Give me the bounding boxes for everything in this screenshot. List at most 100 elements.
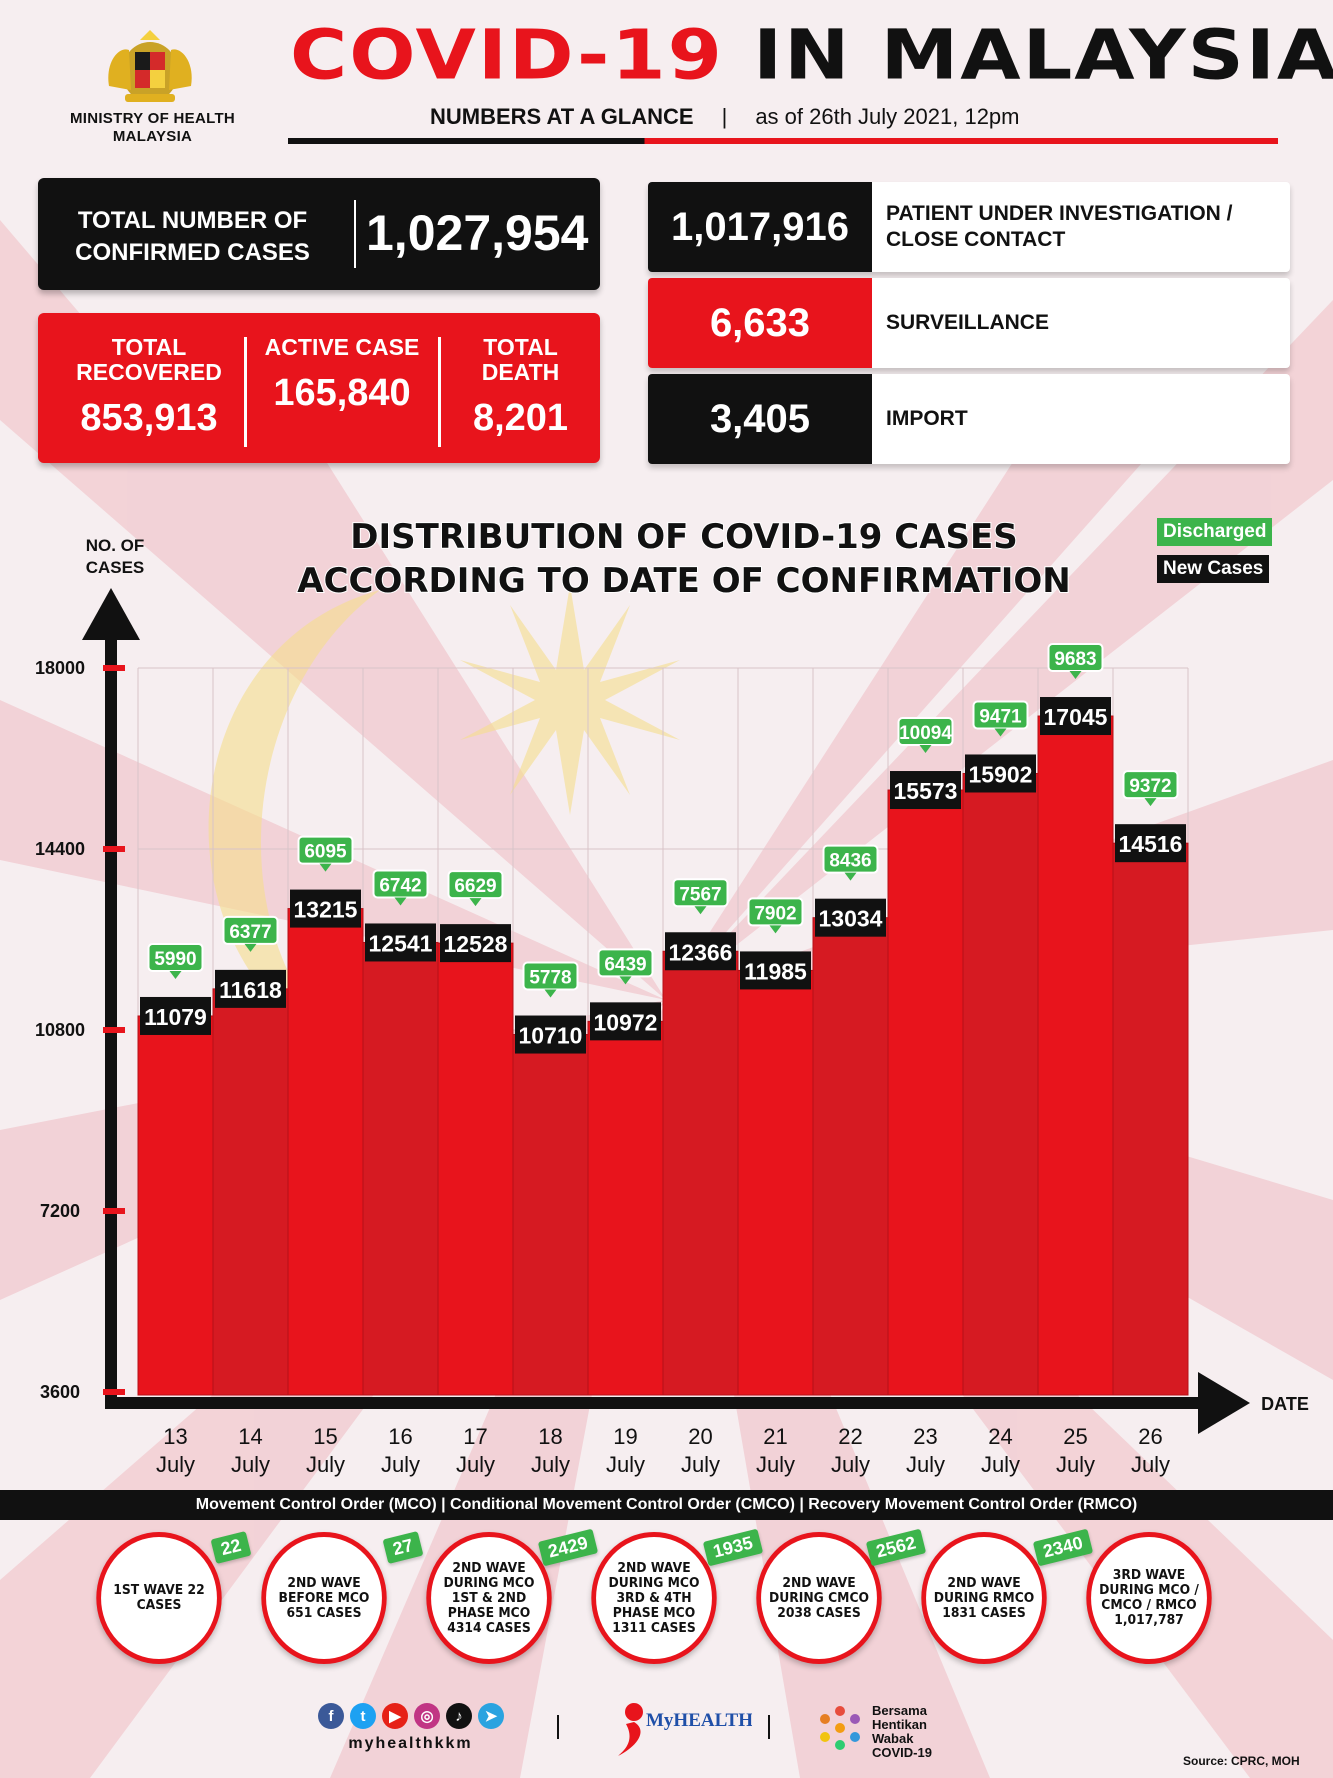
- x-tick-label: 16: [388, 1424, 412, 1449]
- confirmed-cases-box: TOTAL NUMBER OF CONFIRMED CASES 1,027,95…: [38, 178, 600, 290]
- death-label: TOTAL DEATH: [481, 334, 560, 385]
- y-tick-label: 7200: [40, 1201, 80, 1221]
- data-label-new-cases: 11079: [144, 1004, 207, 1030]
- category-row-pui: 1,017,916 PATIENT UNDER INVESTIGATION / …: [648, 182, 1290, 272]
- active-stat: ACTIVE CASE 165,840: [262, 335, 422, 415]
- tiktok-icon[interactable]: ♪: [446, 1703, 472, 1729]
- data-label-new-cases: 13215: [294, 897, 358, 923]
- y-tick-label: 10800: [35, 1020, 85, 1040]
- y-tick-mark: [103, 1208, 125, 1214]
- bar-new-cases: [512, 1034, 589, 1396]
- data-label-discharged: 6629: [454, 876, 496, 897]
- death-stat: TOTAL DEATH 8,201: [448, 335, 593, 440]
- mco-legend-bar: Movement Control Order (MCO) | Condition…: [0, 1490, 1333, 1520]
- twitter-icon[interactable]: t: [350, 1703, 376, 1729]
- data-label-bg: [515, 1015, 586, 1054]
- footer-separator: [768, 1715, 770, 1739]
- data-label-discharged: 10094: [899, 723, 952, 744]
- myhealth-logo: MyHEALTH: [618, 1703, 752, 1756]
- x-tick-label: July: [231, 1452, 270, 1477]
- data-label-new-cases: 12528: [444, 931, 508, 957]
- bar-new-cases: [1037, 715, 1114, 1396]
- y-tick-mark: [103, 846, 125, 852]
- bar-new-cases: [812, 917, 889, 1396]
- data-label-bg: [815, 898, 886, 937]
- subtitle-date: as of 26th July 2021, 12pm: [755, 104, 1020, 129]
- data-label-new-cases: 15902: [969, 761, 1033, 787]
- x-tick-label: July: [531, 1452, 570, 1477]
- data-label-pointer: [169, 970, 182, 979]
- data-label-bg: [1040, 697, 1111, 736]
- x-tick-label: 22: [838, 1424, 862, 1449]
- x-tick-label: 14: [238, 1424, 262, 1449]
- divider: [244, 337, 247, 447]
- x-tick-label: July: [1056, 1452, 1095, 1477]
- divider: [354, 200, 356, 268]
- data-label-pointer: [769, 925, 782, 934]
- wave-circle: 2ND WAVE BEFORE MCO 651 CASES: [258, 1532, 390, 1664]
- data-label-pointer: [619, 976, 632, 985]
- data-label-new-cases: 10710: [519, 1023, 583, 1049]
- x-tick-label: July: [681, 1452, 720, 1477]
- source-note: Source: CPRC, MOH: [1183, 1754, 1300, 1768]
- data-label-pointer: [1069, 671, 1082, 680]
- data-label-bg: [1115, 824, 1186, 863]
- chart-title-line-1: DISTRIBUTION OF COVID-19 CASES: [350, 517, 1017, 557]
- x-axis: [105, 1397, 1210, 1409]
- x-tick-label: 19: [613, 1424, 637, 1449]
- y-axis-label: CASES: [86, 558, 145, 577]
- category-row-import: 3,405 IMPORT: [648, 374, 1290, 464]
- page-title: COVID-19 IN MALAYSIA: [290, 16, 1333, 96]
- data-label-discharged: 5990: [154, 949, 196, 970]
- bersama-text: Bersama Hentikan Wabak COVID-19: [872, 1703, 932, 1760]
- x-axis-label: DATE: [1261, 1394, 1309, 1414]
- wave-circle: 2ND WAVE DURING MCO 1ST & 2ND PHASE MCO …: [423, 1532, 555, 1664]
- x-tick-label: July: [381, 1452, 420, 1477]
- ministry-name: MINISTRY OF HEALTH MALAYSIA: [69, 110, 236, 145]
- youtube-icon[interactable]: ▶: [382, 1703, 408, 1729]
- recovered-label: TOTAL RECOVERED: [76, 334, 222, 385]
- data-label-new-cases: 13034: [819, 906, 883, 932]
- bar-new-cases: [887, 789, 964, 1396]
- bar-new-cases: [287, 908, 364, 1396]
- instagram-icon[interactable]: ◎: [414, 1703, 440, 1729]
- telegram-icon[interactable]: ➤: [478, 1703, 504, 1729]
- header-rule: [288, 138, 1278, 144]
- data-label-new-cases: 12541: [369, 930, 433, 956]
- data-label-discharged: 9471: [979, 706, 1022, 727]
- x-tick-label: July: [756, 1452, 795, 1477]
- wave-text: 2ND WAVE DURING MCO 3RD & 4TH PHASE MCO …: [608, 1560, 700, 1636]
- x-tick-label: July: [606, 1452, 645, 1477]
- category-label: SURVEILLANCE: [886, 311, 1049, 334]
- x-axis-arrow: [1198, 1372, 1250, 1434]
- wave-text: 1ST WAVE 22 CASES: [113, 1583, 205, 1613]
- social-handle: myhealthkkm: [348, 1735, 473, 1752]
- data-label-bg: [965, 754, 1036, 793]
- y-tick-label: 18000: [35, 658, 85, 678]
- wave-text: 2ND WAVE DURING CMCO 2038 CASES: [768, 1575, 870, 1621]
- wave-circle: 2ND WAVE DURING CMCO 2038 CASES: [753, 1532, 885, 1664]
- data-label-discharged: 8436: [829, 851, 871, 872]
- x-tick-label: 24: [988, 1424, 1012, 1449]
- x-tick-label: July: [1131, 1452, 1170, 1477]
- data-label-new-cases: 14516: [1119, 831, 1183, 857]
- bersama-logo-icon: [820, 1706, 860, 1750]
- data-label-bg: [440, 924, 511, 963]
- subtitle-separator: |: [721, 104, 728, 129]
- data-label-bg: [140, 996, 211, 1035]
- category-label: PATIENT UNDER INVESTIGATION / CLOSE CONT…: [886, 202, 1233, 251]
- category-value: 1,017,916: [648, 182, 872, 272]
- x-tick-label: July: [456, 1452, 495, 1477]
- x-tick-label: July: [156, 1452, 195, 1477]
- cases-bar-chart: DISTRIBUTION OF COVID-19 CASESACCORDING …: [35, 516, 1309, 1477]
- wave-text: 3RD WAVE DURING MCO / CMCO / RMCO 1,017,…: [1099, 1568, 1199, 1628]
- malaysia-crest-icon: [108, 30, 192, 102]
- bar-new-cases: [962, 772, 1039, 1396]
- wave-text: 2ND WAVE DURING MCO 1ST & 2ND PHASE MCO …: [443, 1560, 535, 1636]
- y-tick-label: 14400: [35, 839, 85, 859]
- title-covid: COVID-19: [290, 16, 724, 96]
- facebook-icon[interactable]: f: [318, 1703, 344, 1729]
- bar-new-cases: [437, 942, 514, 1396]
- data-label-bg: [215, 969, 286, 1008]
- data-label-bg: [890, 771, 961, 810]
